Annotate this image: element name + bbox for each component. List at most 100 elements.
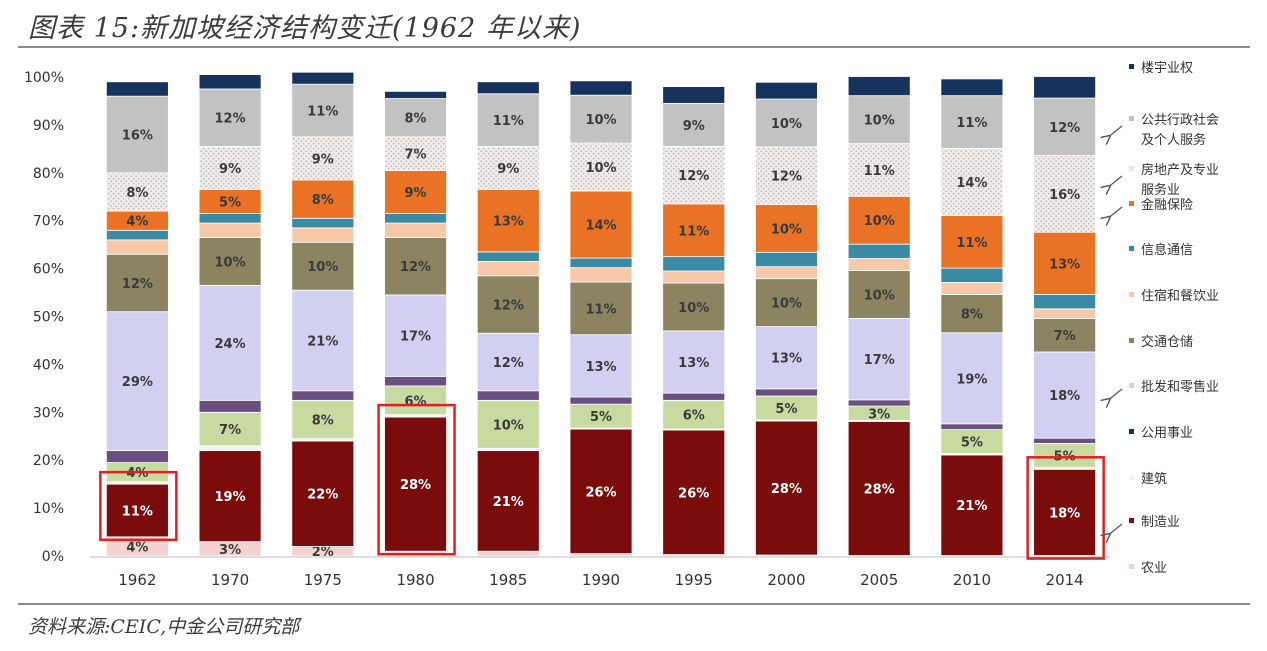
bar-segment [198, 213, 262, 224]
bar-segment [1033, 468, 1097, 556]
data-label: 2% [312, 545, 334, 560]
bar-segment [198, 237, 262, 286]
bar-segment [847, 195, 911, 245]
bar-segment [940, 215, 1004, 269]
bar-segment [105, 81, 169, 97]
data-label: 5% [961, 436, 983, 451]
data-label: 8% [312, 193, 334, 208]
legend-arrow [1110, 125, 1123, 136]
legend-swatch [1129, 475, 1134, 480]
data-label: 14% [585, 219, 616, 234]
data-label: 8% [126, 186, 148, 201]
legend-label: 金融保险 [1141, 197, 1193, 213]
bar-segment [291, 289, 355, 392]
data-label: 9% [405, 186, 427, 201]
bar-segment [1033, 231, 1097, 295]
bar-segment [198, 74, 262, 90]
bar-segment [198, 411, 262, 447]
bar-segment [662, 270, 726, 284]
bar-segment [384, 170, 447, 214]
bar-segment [105, 239, 169, 255]
bar-segment [569, 281, 633, 336]
y-tick-label: 0% [42, 549, 64, 565]
bar-segment [291, 241, 355, 291]
bar-segment [1033, 308, 1097, 319]
data-label: 7% [1054, 329, 1076, 344]
legend-label: 建筑 [1141, 471, 1167, 487]
legend-label: 信息通信 [1141, 242, 1193, 258]
y-tick-label: 60% [33, 262, 64, 278]
legend-arrow [1110, 523, 1123, 534]
data-label: 13% [678, 356, 709, 371]
data-label: 18% [1049, 506, 1080, 521]
bar-segment [384, 222, 447, 238]
data-label: 10% [493, 418, 524, 433]
x-tick-label: 2000 [767, 571, 805, 589]
bar-segment [662, 256, 726, 272]
data-label: 12% [678, 169, 709, 184]
bar-segment [291, 217, 355, 229]
bar-segment [847, 399, 911, 407]
data-label: 9% [683, 119, 705, 134]
data-label: 29% [122, 375, 153, 390]
bar-segment [569, 267, 633, 283]
bar-segment [569, 334, 633, 398]
bar-segment [662, 399, 726, 430]
bar-segment [569, 80, 633, 96]
legend-swatch [1129, 338, 1134, 343]
data-label: 13% [493, 215, 524, 230]
bar-segment [940, 78, 1004, 97]
bar-segment [847, 270, 911, 319]
bar-segment [476, 332, 540, 392]
bar-segment [476, 146, 540, 190]
x-tick-label: 2010 [953, 571, 991, 589]
bar-segment [847, 243, 911, 259]
legend-arrow [1110, 388, 1123, 399]
bar-segment [1033, 76, 1097, 99]
data-label: 12% [771, 170, 802, 185]
legend-label: 楼宇业权 [1141, 60, 1193, 76]
top-divider [18, 46, 1250, 48]
data-label: 12% [215, 112, 246, 127]
x-tick-label: 1975 [304, 571, 342, 589]
legend-arrow [1110, 206, 1123, 217]
bar-segment [198, 445, 262, 452]
bar-segment [476, 261, 540, 277]
data-label: 18% [1049, 389, 1080, 404]
data-label: 10% [771, 297, 802, 312]
x-tick-label: 1980 [396, 571, 434, 589]
data-label: 21% [956, 499, 987, 514]
y-tick-label: 90% [33, 118, 64, 134]
data-label: 6% [405, 394, 427, 409]
legend-label: 房地产及专业 [1141, 162, 1219, 178]
data-label: 5% [590, 410, 612, 425]
data-label: 17% [400, 330, 431, 345]
data-label: 10% [864, 214, 895, 229]
bar-segment [384, 237, 447, 296]
data-label: 19% [956, 372, 987, 387]
legend-swatch [1129, 383, 1134, 388]
data-label: 8% [405, 112, 427, 127]
bar-segment [662, 86, 726, 104]
legend-swatch [1129, 166, 1134, 171]
bar-segment [569, 396, 633, 405]
y-tick-label: 40% [33, 357, 64, 373]
bottom-divider [18, 603, 1250, 605]
data-label: 19% [215, 490, 246, 505]
data-label: 3% [868, 407, 890, 422]
legend-label: 公用事业 [1141, 426, 1193, 441]
bar-segment [291, 390, 355, 401]
legend-arrow [1110, 175, 1123, 186]
bar-segment [105, 172, 169, 212]
data-label: 9% [312, 152, 334, 167]
legend-label: 公共行政社会 [1141, 112, 1219, 128]
bar-segment [662, 392, 726, 401]
data-label: 16% [1049, 188, 1080, 203]
data-label: 12% [493, 299, 524, 314]
bar-segment [384, 375, 447, 387]
bar-segment [384, 385, 447, 416]
bar-segment [1033, 97, 1097, 156]
bar-segment [476, 550, 540, 557]
bar-segment [198, 146, 262, 190]
data-label: 17% [864, 353, 895, 368]
